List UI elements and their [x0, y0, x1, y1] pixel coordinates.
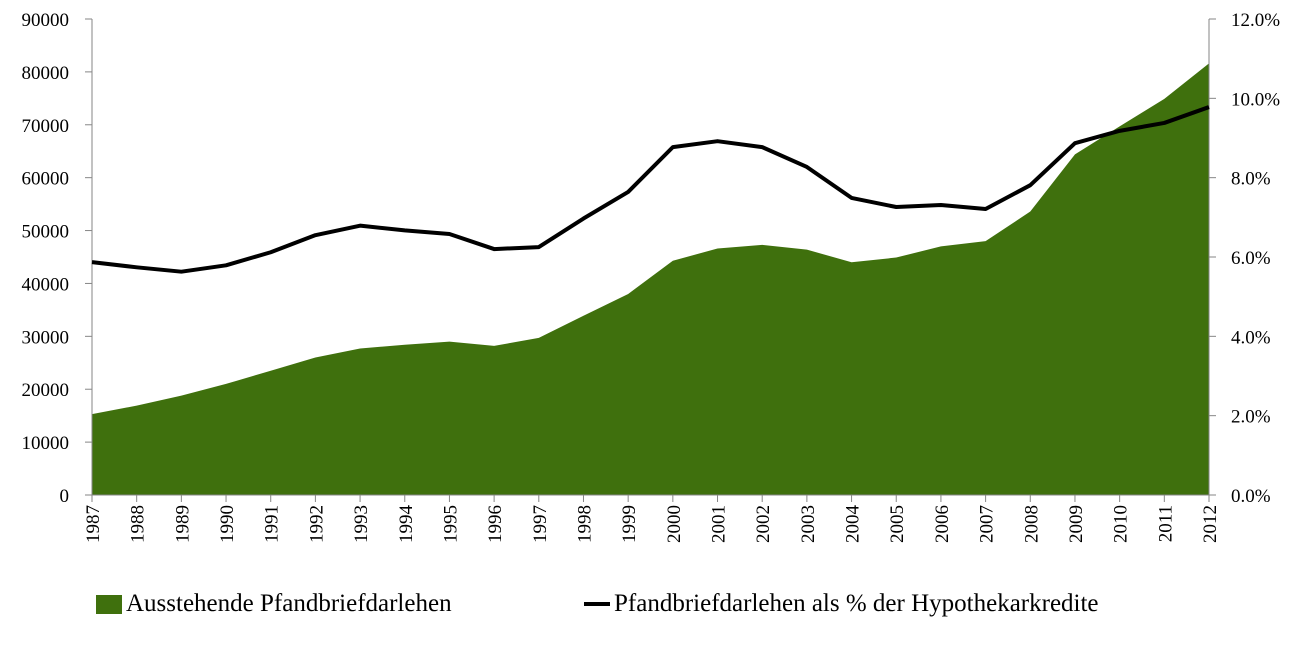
- x-tick-label: 2007: [977, 505, 998, 543]
- y-right-tick-label: 2.0%: [1231, 407, 1271, 428]
- x-tick-label: 2010: [1111, 505, 1132, 543]
- y-right-tick-label: 4.0%: [1231, 327, 1271, 348]
- y-left-tick-label: 0: [60, 486, 70, 507]
- x-tick-label: 2004: [843, 505, 864, 544]
- y-right-tick-label: 8.0%: [1231, 169, 1271, 190]
- x-tick-label: 2001: [709, 505, 730, 543]
- y-left-tick-label: 30000: [22, 327, 70, 348]
- x-tick-label: 2005: [887, 505, 908, 543]
- x-tick-label: 1993: [351, 505, 372, 543]
- x-tick-label: 1999: [619, 505, 640, 543]
- y-left-tick-label: 50000: [22, 222, 70, 243]
- area-layer: [92, 63, 1209, 496]
- y-left-tick-label: 60000: [22, 169, 70, 190]
- axes-layer: [85, 18, 1216, 502]
- y-left-tick-label: 90000: [22, 10, 70, 31]
- area-series-outstanding: [92, 63, 1209, 496]
- x-tick-label: 2009: [1066, 505, 1087, 543]
- legend-label-area: Ausstehende Pfandbriefdarlehen: [126, 590, 452, 617]
- y-left-tick-label: 40000: [22, 274, 70, 295]
- legend: Ausstehende Pfandbriefdarlehen Pfandbrie…: [0, 590, 1304, 630]
- y-right-tick-label: 6.0%: [1231, 248, 1271, 269]
- y-left-tick-label: 70000: [22, 116, 70, 137]
- line-series-percentage: [91, 105, 1210, 274]
- x-tick-label: 1988: [128, 505, 149, 543]
- x-tick-label: 1996: [485, 505, 506, 543]
- y-right-tick-label: 0.0%: [1231, 486, 1271, 507]
- x-tick-label: 2003: [798, 505, 819, 543]
- x-tick-label: 1991: [262, 505, 283, 543]
- labels-layer: 0 10000 20000 30000 40000 50000 60000 70000 8000…: [22, 10, 1281, 543]
- x-tick-label: 1998: [574, 505, 595, 543]
- x-tick-label: 1990: [217, 505, 238, 543]
- chart-canvas: 0 10000 20000 30000 40000 50000 60000 70000 8000…: [22, 10, 1281, 543]
- x-tick-label: 1997: [530, 505, 551, 543]
- y-left-tick-label: 20000: [22, 380, 70, 401]
- x-tick-label: 2002: [753, 505, 774, 543]
- line-layer: [91, 105, 1210, 274]
- legend-item-line: Pfandbriefdarlehen als % der Hypothekark…: [584, 590, 1099, 618]
- x-tick-label: 2008: [1021, 505, 1042, 543]
- x-tick-label: 2011: [1155, 505, 1176, 542]
- y-left-tick-label: 80000: [22, 63, 70, 84]
- x-tick-label: 1995: [440, 505, 461, 543]
- x-tick-label: 2012: [1200, 505, 1221, 543]
- x-tick-label: 1987: [83, 505, 104, 543]
- x-tick-label: 1989: [172, 505, 193, 543]
- legend-label-line: Pfandbriefdarlehen als % der Hypothekark…: [614, 590, 1099, 617]
- y-right-tick-label: 10.0%: [1231, 89, 1280, 110]
- y-right-tick-label: 12.0%: [1231, 10, 1280, 31]
- y-left-tick-label: 10000: [22, 433, 70, 454]
- x-tick-label: 1994: [396, 505, 417, 544]
- x-tick-label: 2006: [932, 505, 953, 543]
- legend-swatch-area: [96, 594, 122, 614]
- legend-swatch-line: [584, 602, 610, 606]
- x-tick-label: 1992: [306, 505, 327, 543]
- legend-item-area: Ausstehende Pfandbriefdarlehen: [96, 590, 452, 618]
- x-tick-label: 2000: [664, 505, 685, 543]
